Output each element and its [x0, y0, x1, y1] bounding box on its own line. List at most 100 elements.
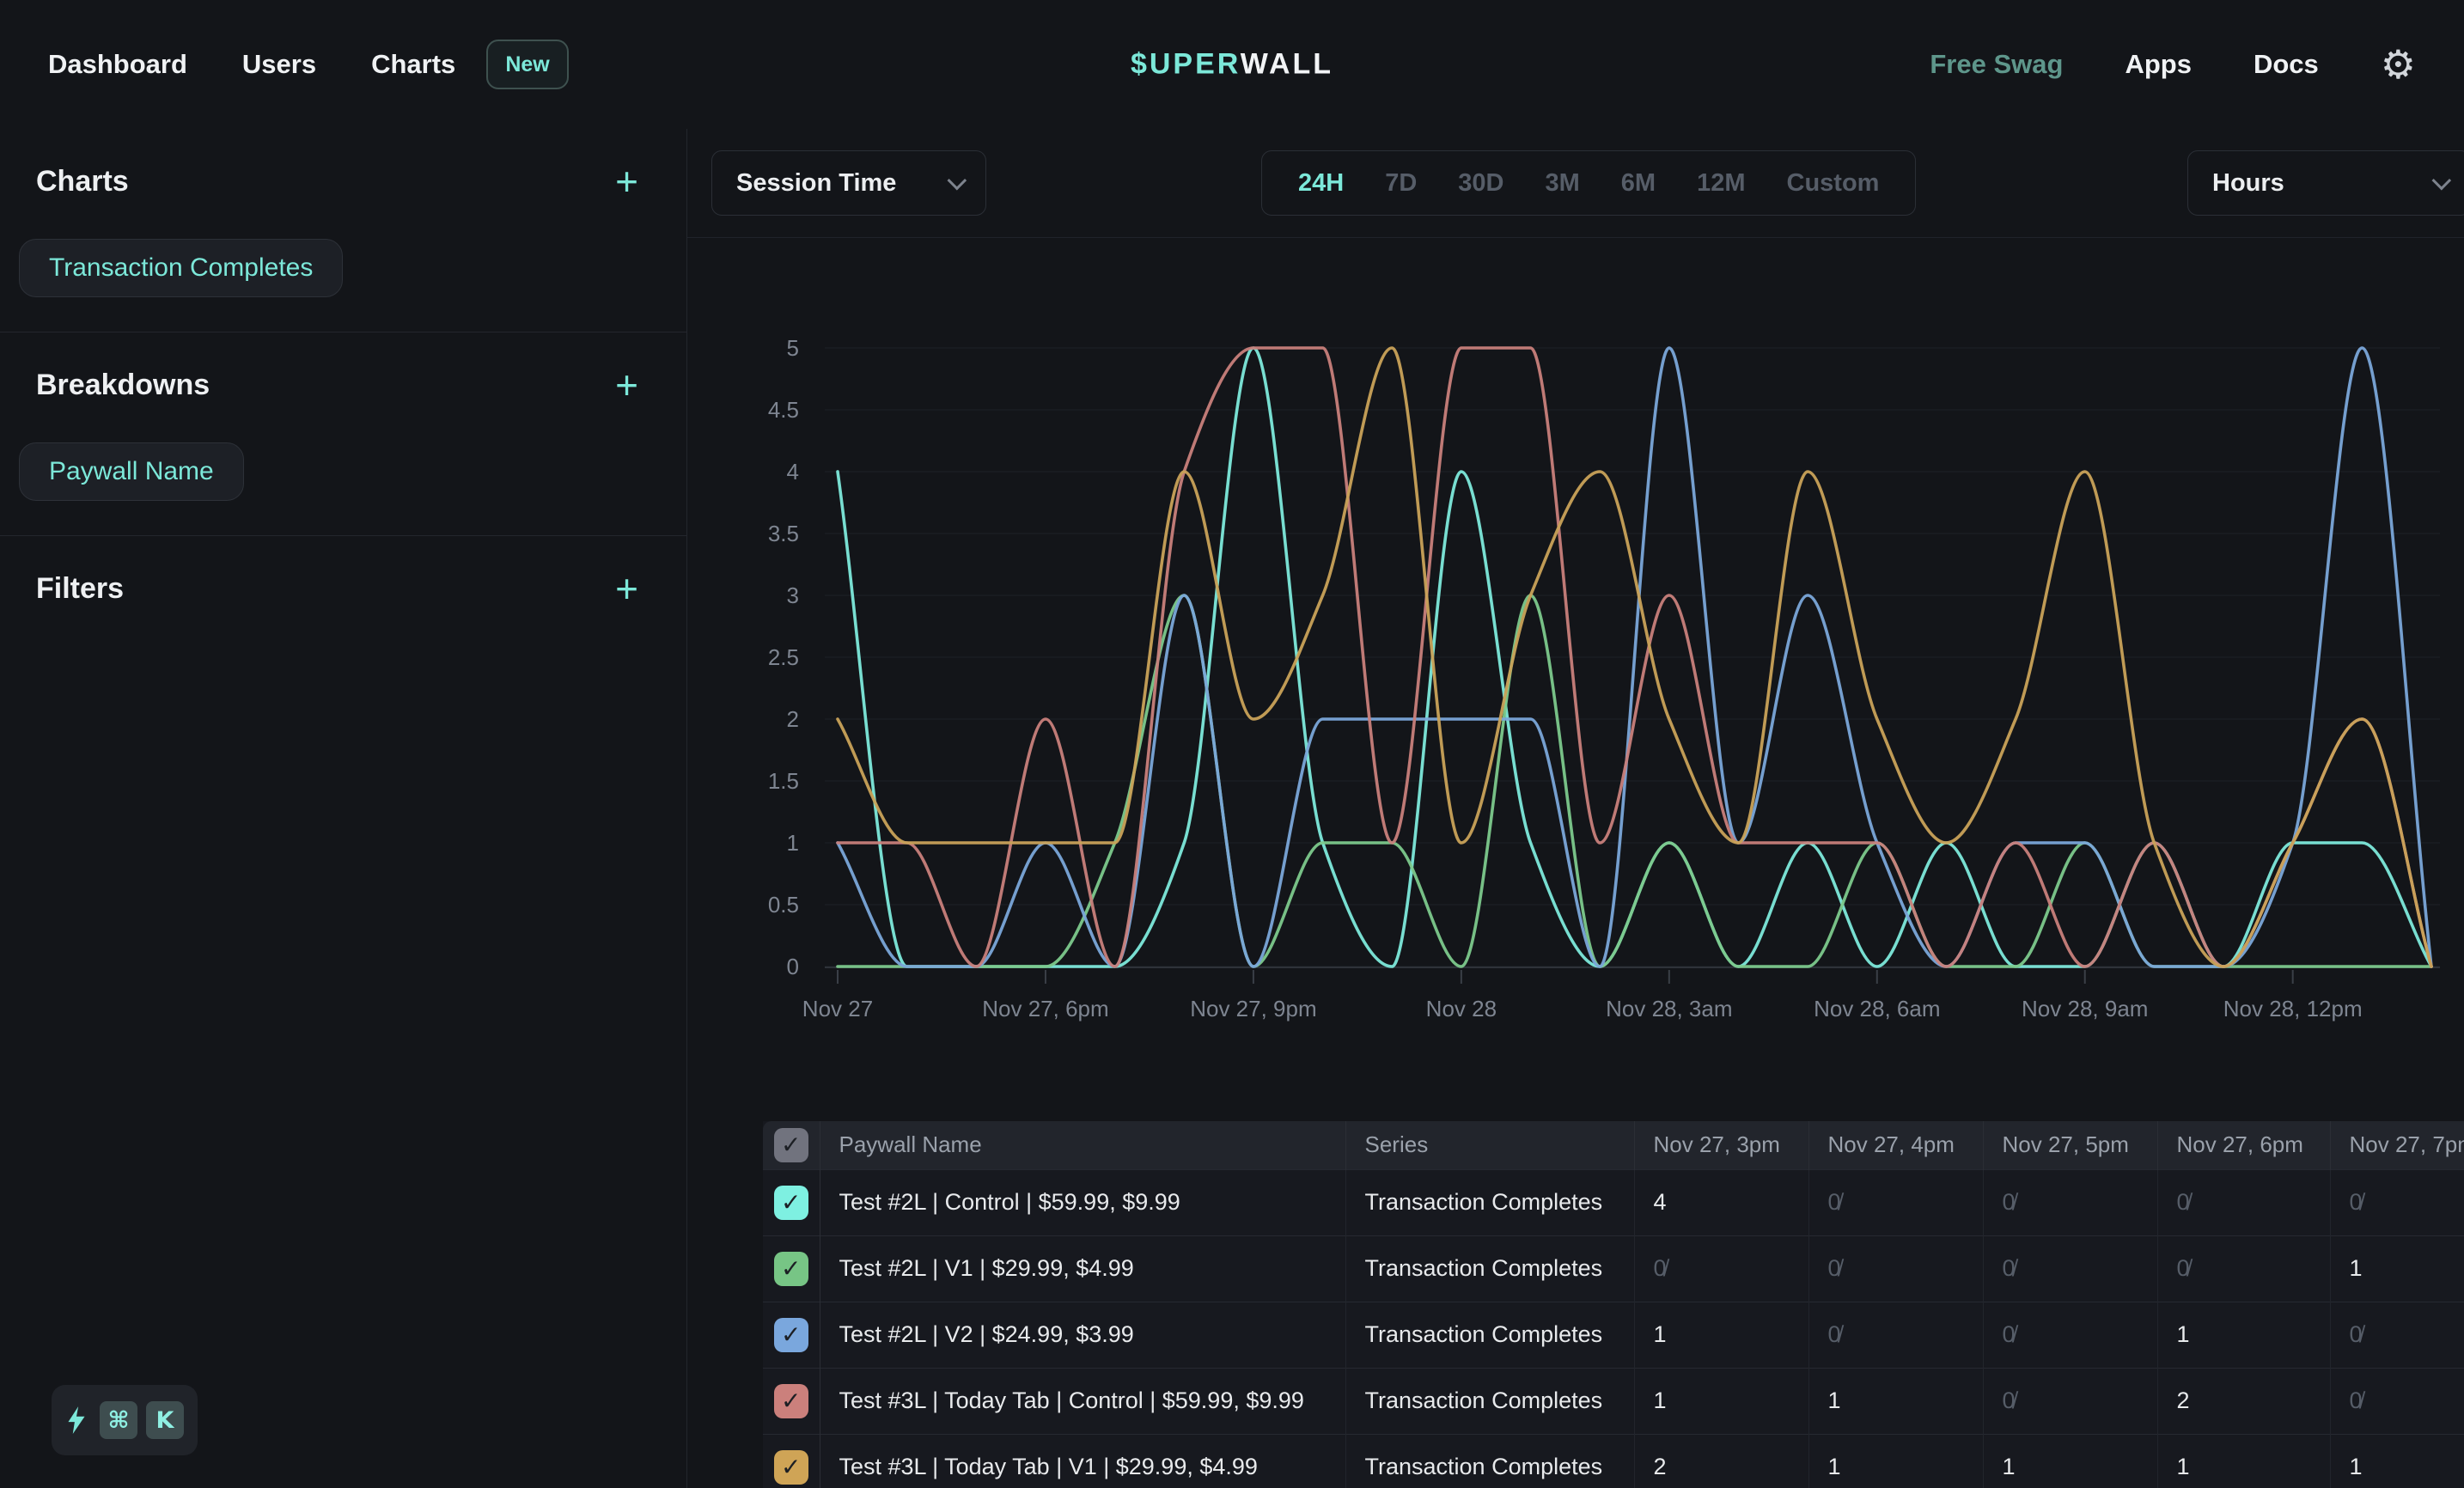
- svg-text:3: 3: [787, 582, 799, 608]
- granularity-select[interactable]: Hours: [2187, 150, 2464, 216]
- sidebar-section-filters: Filters +: [0, 536, 686, 653]
- table-row: ✓Test #2L | Control | $59.99, $9.99Trans…: [763, 1169, 2464, 1235]
- command-palette-shortcut[interactable]: ⌘ K: [52, 1385, 198, 1455]
- nav-item-apps[interactable]: Apps: [2125, 49, 2192, 80]
- value-cell: 0̸: [1634, 1235, 1808, 1302]
- lightning-bolt-icon: [65, 1406, 88, 1435]
- nav-right-group: Free Swag Apps Docs ⚙: [1930, 45, 2416, 84]
- row-checkbox[interactable]: ✓: [774, 1252, 808, 1286]
- value-cell: 0̸: [2330, 1169, 2464, 1235]
- row-checkbox[interactable]: ✓: [774, 1186, 808, 1220]
- range-7d[interactable]: 7D: [1364, 169, 1437, 198]
- value-cell: 0̸: [1808, 1235, 1983, 1302]
- svg-text:1: 1: [787, 830, 799, 856]
- table-header-cell: Nov 27, 4pm: [1808, 1121, 1983, 1169]
- logo-rest: WALL: [1241, 48, 1333, 81]
- svg-text:Nov 28: Nov 28: [1426, 996, 1497, 1021]
- paywall-name-cell: Test #2L | V2 | $24.99, $3.99: [820, 1302, 1345, 1368]
- table-header-cell: Nov 27, 7pm: [2330, 1121, 2464, 1169]
- svg-text:Nov 28, 9am: Nov 28, 9am: [2022, 996, 2148, 1021]
- svg-text:0.5: 0.5: [768, 892, 799, 918]
- time-range-group: 24H 7D 30D 3M 6M 12M Custom: [1261, 150, 1916, 216]
- metric-select[interactable]: Session Time: [711, 150, 986, 216]
- command-key: ⌘: [100, 1401, 137, 1439]
- chart-controls-row: Session Time 24H 7D 30D 3M 6M 12M Custom…: [687, 129, 2464, 238]
- value-cell: 2: [1634, 1434, 1808, 1488]
- value-cell: 0̸: [1983, 1235, 2157, 1302]
- range-12m[interactable]: 12M: [1676, 169, 1766, 198]
- charts-new-badge: New: [486, 40, 568, 89]
- value-cell: 1: [1634, 1368, 1808, 1434]
- add-breakdown-button[interactable]: +: [615, 365, 638, 405]
- chip-paywall-name[interactable]: Paywall Name: [19, 442, 244, 501]
- nav-left-group: Dashboard Users Charts New: [48, 40, 569, 89]
- superwall-dashboard: Dashboard Users Charts New $UPERWALL Fre…: [0, 0, 2464, 1488]
- top-nav: Dashboard Users Charts New $UPERWALL Fre…: [0, 0, 2464, 129]
- main-content: Session Time 24H 7D 30D 3M 6M 12M Custom…: [687, 129, 2464, 1488]
- svg-text:2.5: 2.5: [768, 644, 799, 670]
- superwall-logo: $UPERWALL: [1131, 48, 1333, 82]
- breakdown-table-wrap: ✓ Paywall NameSeriesNov 27, 3pmNov 27, 4p…: [763, 1121, 2464, 1488]
- value-cell: 0̸: [2157, 1235, 2330, 1302]
- table-row: ✓Test #2L | V2 | $24.99, $3.99Transactio…: [763, 1302, 2464, 1368]
- table-row: ✓ Test #3L | Today Tab | V1 | $29.99, $4.…: [763, 1434, 2464, 1488]
- sessions-line-chart: 00.511.522.533.544.55Nov 27Nov 27, 6pmNo…: [687, 238, 2464, 1091]
- page-body: Charts + Transaction Completes Breakdown…: [0, 129, 2464, 1488]
- nav-item-charts[interactable]: Charts: [371, 49, 455, 80]
- series-cell: Transaction Completes: [1345, 1368, 1634, 1434]
- range-24h[interactable]: 24H: [1278, 169, 1364, 198]
- svg-text:Nov 27, 6pm: Nov 27, 6pm: [982, 996, 1108, 1021]
- svg-text:5: 5: [787, 335, 799, 361]
- table-header-row: ✓ Paywall NameSeriesNov 27, 3pmNov 27, 4p…: [763, 1121, 2464, 1169]
- range-6m[interactable]: 6M: [1601, 169, 1676, 198]
- sidebar-section-breakdowns: Breakdowns + Paywall Name: [0, 332, 686, 536]
- nav-item-dashboard[interactable]: Dashboard: [48, 49, 187, 80]
- chevron-down-icon: [948, 171, 967, 191]
- paywall-name-cell: Test #3L | Today Tab | V1 | $29.99, $4.9…: [820, 1434, 1345, 1488]
- nav-item-docs[interactable]: Docs: [2254, 49, 2319, 80]
- chip-transaction-completes[interactable]: Transaction Completes: [19, 239, 343, 297]
- series-cell: Transaction Completes: [1345, 1434, 1634, 1488]
- row-checkbox[interactable]: ✓: [774, 1384, 808, 1418]
- sidebar-section-charts: Charts + Transaction Completes: [0, 129, 686, 332]
- range-3m[interactable]: 3M: [1525, 169, 1601, 198]
- add-filter-button[interactable]: +: [615, 569, 638, 608]
- value-cell: 1: [1808, 1434, 1983, 1488]
- row-checkbox[interactable]: ✓: [774, 1450, 808, 1485]
- nav-item-users[interactable]: Users: [242, 49, 316, 80]
- k-key: K: [146, 1401, 184, 1439]
- svg-text:Nov 27, 9pm: Nov 27, 9pm: [1190, 996, 1316, 1021]
- range-30d[interactable]: 30D: [1437, 169, 1524, 198]
- table-header-cell: Nov 27, 3pm: [1634, 1121, 1808, 1169]
- add-chart-button[interactable]: +: [615, 162, 638, 201]
- sidebar: Charts + Transaction Completes Breakdown…: [0, 129, 687, 1488]
- settings-gear-icon[interactable]: ⚙: [2381, 45, 2416, 84]
- svg-text:Nov 28, 6am: Nov 28, 6am: [1814, 996, 1940, 1021]
- value-cell: 1: [2330, 1434, 2464, 1488]
- table-row: ✓Test #3L | Today Tab | Control | $59.99…: [763, 1368, 2464, 1434]
- value-cell: 1: [2157, 1302, 2330, 1368]
- select-all-checkbox[interactable]: ✓: [774, 1128, 808, 1162]
- value-cell: 2: [2157, 1368, 2330, 1434]
- svg-text:4.5: 4.5: [768, 397, 799, 423]
- svg-text:Nov 28, 12pm: Nov 28, 12pm: [2223, 996, 2363, 1021]
- svg-text:3.5: 3.5: [768, 521, 799, 546]
- nav-item-free-swag[interactable]: Free Swag: [1930, 49, 2063, 80]
- range-custom[interactable]: Custom: [1766, 169, 1900, 198]
- filters-section-title: Filters: [36, 572, 124, 606]
- value-cell: 0̸: [1983, 1169, 2157, 1235]
- row-checkbox[interactable]: ✓: [774, 1318, 808, 1352]
- breakdown-table: ✓ Paywall NameSeriesNov 27, 3pmNov 27, 4p…: [763, 1121, 2464, 1488]
- value-cell: 1: [1634, 1302, 1808, 1368]
- series-cell: Transaction Completes: [1345, 1235, 1634, 1302]
- table-row: ✓ Test #2L | V1 | $29.99, $4.99Transactio…: [763, 1235, 2464, 1302]
- value-cell: 0̸: [2330, 1302, 2464, 1368]
- svg-text:Nov 28, 3am: Nov 28, 3am: [1606, 996, 1732, 1021]
- charts-section-title: Charts: [36, 165, 129, 198]
- value-cell: 0̸: [2330, 1368, 2464, 1434]
- table-header-cell: Series: [1345, 1121, 1634, 1169]
- table-header-cell: Paywall Name: [820, 1121, 1345, 1169]
- value-cell: 0̸: [1983, 1368, 2157, 1434]
- value-cell: 1: [2157, 1434, 2330, 1488]
- paywall-name-cell: Test #2L | V1 | $29.99, $4.99: [820, 1235, 1345, 1302]
